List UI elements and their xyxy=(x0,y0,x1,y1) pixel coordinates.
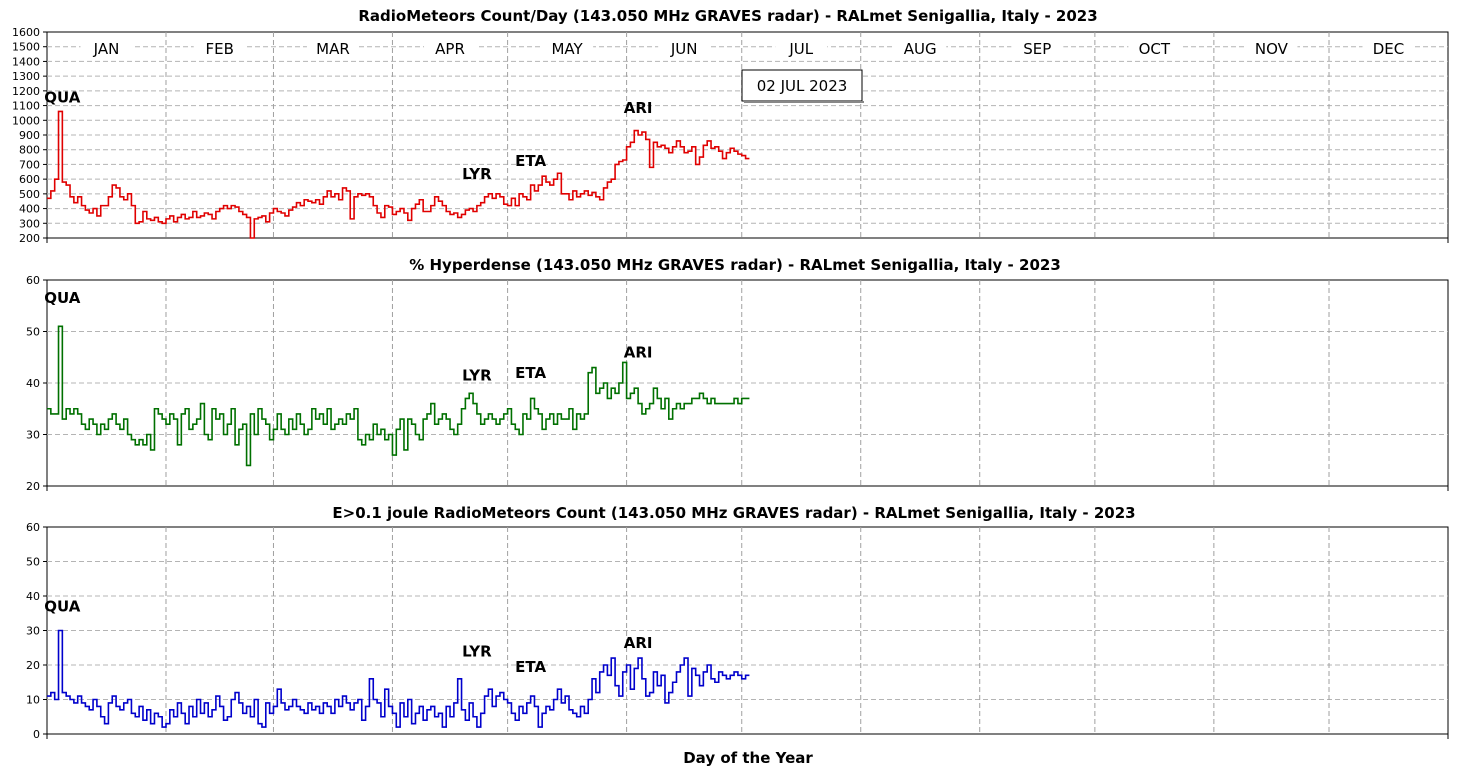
annotation-lyr: LYR xyxy=(462,642,492,660)
annotation-qua: QUA xyxy=(44,289,80,307)
month-label-bg xyxy=(80,37,133,57)
series-line xyxy=(47,325,750,467)
series-line xyxy=(47,629,750,728)
y-tick-label: 60 xyxy=(26,521,40,534)
month-label-bg xyxy=(658,37,711,57)
month-label-bg xyxy=(775,37,828,57)
month-label-jul: JUL xyxy=(788,40,813,58)
y-tick-label: 50 xyxy=(26,326,40,339)
y-tick-label: 400 xyxy=(19,203,40,216)
y-tick-label: 10 xyxy=(26,694,40,707)
annotation-lyr: LYR xyxy=(462,366,492,384)
month-label-aug: AUG xyxy=(904,40,937,58)
panel-energy-count: 0 10 20 30 40 50 60 QUA LYR ETA ARI xyxy=(26,521,1449,741)
y-tick-label: 1000 xyxy=(12,114,40,127)
y-tick-label: 1500 xyxy=(12,41,40,54)
month-label-jan: JAN xyxy=(93,40,120,58)
month-label-bg xyxy=(1245,37,1298,57)
series-line xyxy=(47,110,750,239)
month-label-apr: APR xyxy=(435,40,465,58)
date-box xyxy=(741,69,863,102)
annotation-qua: QUA xyxy=(44,89,80,107)
y-tick-label: 30 xyxy=(26,429,40,442)
y-tick-label: 0 xyxy=(33,728,40,741)
panel-hyperdense: 20 30 40 50 60 QUA LYR ETA ARI xyxy=(26,274,1449,493)
month-label-nov: NOV xyxy=(1255,40,1289,58)
y-tick-label: 1100 xyxy=(12,100,40,113)
y-tick-label: 500 xyxy=(19,188,40,201)
y-tick-label: 1200 xyxy=(12,85,40,98)
annotation-ari: ARI xyxy=(624,634,653,652)
month-label-sep: SEP xyxy=(1023,40,1051,58)
month-label-oct: OCT xyxy=(1139,40,1171,58)
y-tick-label: 700 xyxy=(19,158,40,171)
month-label-bg xyxy=(1011,37,1064,57)
y-tick-label: 1300 xyxy=(12,70,40,83)
panel-meteor-count: 2003004005006007008009001000110012001300… xyxy=(12,26,1449,245)
y-tick-label: 900 xyxy=(19,129,40,142)
month-label-may: MAY xyxy=(551,40,583,58)
month-label-mar: MAR xyxy=(316,40,350,58)
y-tick-label: 600 xyxy=(19,173,40,186)
annotation-ari: ARI xyxy=(624,343,653,361)
y-tick-label: 200 xyxy=(19,232,40,245)
y-tick-label: 40 xyxy=(26,377,40,390)
y-tick-label: 20 xyxy=(26,480,40,493)
chart-2-title: % Hyperdense (143.050 MHz GRAVES radar) … xyxy=(409,256,1061,274)
y-tick-label: 1600 xyxy=(12,26,40,39)
annotation-qua: QUA xyxy=(44,598,80,616)
x-axis-label: Day of the Year xyxy=(683,749,813,767)
month-label-bg xyxy=(306,37,359,57)
y-tick-label: 50 xyxy=(26,556,40,569)
month-label-bg xyxy=(894,37,947,57)
month-label-jun: JUN xyxy=(670,40,698,58)
annotation-eta: ETA xyxy=(515,152,546,170)
y-tick-label: 1400 xyxy=(12,55,40,68)
month-label-bg xyxy=(193,37,246,57)
month-label-bg xyxy=(1128,37,1181,57)
month-label-dec: DEC xyxy=(1373,40,1405,58)
y-tick-label: 60 xyxy=(26,274,40,287)
date-label: 02 JUL 2023 xyxy=(757,77,848,95)
annotation-eta: ETA xyxy=(515,658,546,676)
chart-3-title: E>0.1 joule RadioMeteors Count (143.050 … xyxy=(332,504,1135,522)
y-tick-label: 800 xyxy=(19,144,40,157)
month-label-bg xyxy=(1362,37,1415,57)
y-tick-label: 30 xyxy=(26,625,40,638)
month-label-bg xyxy=(424,37,477,57)
y-tick-label: 300 xyxy=(19,217,40,230)
chart-1-title: RadioMeteors Count/Day (143.050 MHz GRAV… xyxy=(358,7,1097,25)
y-tick-label: 20 xyxy=(26,659,40,672)
annotation-lyr: LYR xyxy=(462,165,492,183)
annotation-eta: ETA xyxy=(515,364,546,382)
y-tick-label: 40 xyxy=(26,590,40,603)
month-label-feb: FEB xyxy=(206,40,234,58)
annotation-ari: ARI xyxy=(624,99,653,117)
month-label-bg xyxy=(541,37,594,57)
